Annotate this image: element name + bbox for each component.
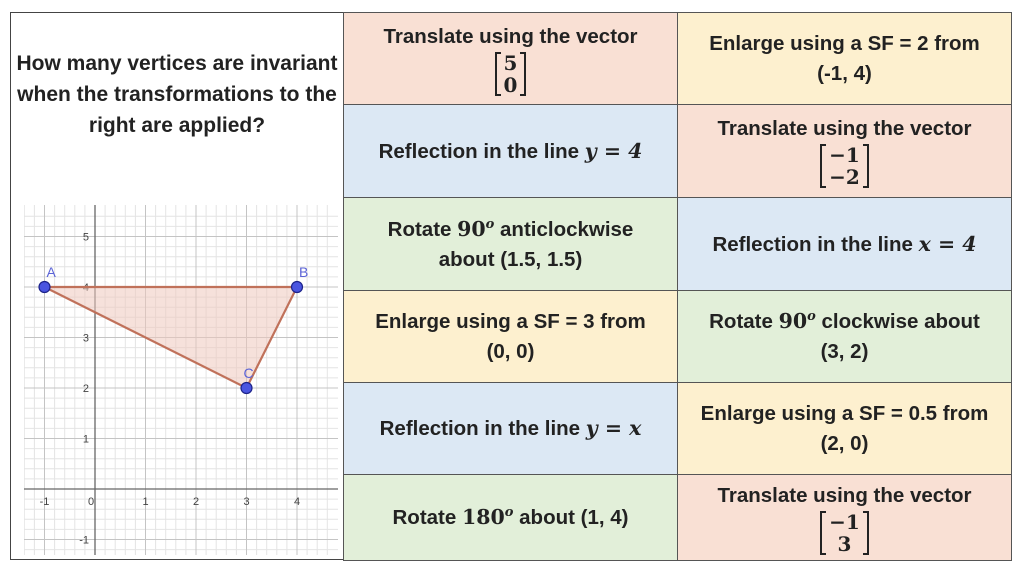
cell-line: Rotate 90o anticlockwise (388, 214, 634, 245)
cell-line2: (-1, 4) (817, 61, 872, 85)
bracket-left (820, 510, 827, 555)
cell-line: Reflection in the line x = 4 (712, 229, 976, 260)
line-equation: x = 4 (918, 231, 977, 256)
vertex-point-b (290, 280, 304, 294)
degree-superscript: o (807, 309, 816, 325)
column-vector: −1 −2 (820, 144, 869, 188)
cell-text-continued: anticlockwise (494, 217, 634, 241)
cell-line: Rotate 180o about (1, 4) (393, 502, 629, 533)
line-equation: y = 4 (584, 138, 643, 163)
vector-bottom: 3 (837, 531, 852, 556)
cell-text: Reflection in the line (712, 232, 919, 256)
cell-text: Translate using the vector (717, 483, 972, 507)
cell-text: Reflection in the line (378, 139, 585, 163)
cell-line-2: (3, 2) (820, 340, 869, 363)
cell-line: Rotate 90o clockwise about (709, 306, 980, 337)
cell-line2: (2, 0) (820, 431, 869, 455)
transformation-cell-10: Enlarge using a SF = 0.5 from (2, 0) (677, 382, 1012, 475)
cell-line2: (0, 0) (486, 339, 535, 363)
transformation-cell-6: Reflection in the line x = 4 (677, 197, 1012, 291)
x-tick-label: 2 (193, 496, 199, 508)
vector-bottom: −2 (829, 165, 860, 189)
y-tick-label: 3 (83, 333, 89, 345)
line-equation: y = x (585, 416, 642, 440)
degree-superscript: o (485, 216, 495, 232)
vector-top: 5 (503, 50, 518, 75)
vector-top: −1 (829, 509, 860, 534)
transformation-cell-4: Translate using the vector −1 −2 (677, 104, 1012, 198)
transformation-cell-8: Rotate 90o clockwise about (3, 2) (677, 290, 1012, 383)
angle-value: 90 (778, 309, 808, 333)
column-vector: −1 3 (820, 510, 869, 555)
vector-top: −1 (829, 143, 860, 167)
transformation-cell-7: Enlarge using a SF = 3 from (0, 0) (343, 290, 678, 383)
y-tick-label: 1 (83, 434, 89, 446)
triangle-abc (44, 285, 299, 390)
bracket-left (494, 51, 501, 96)
cell-text: Reflection in the line (379, 417, 586, 440)
vertex-label-a: A (47, 264, 57, 280)
angle-value: 90 (457, 216, 486, 241)
vector-bottom: 0 (503, 72, 518, 97)
vector-components: −1 −2 (826, 144, 863, 188)
vertex-label-b: B (299, 264, 308, 280)
cell-line1: Enlarge using a SF = 0.5 from (700, 401, 989, 425)
y-tick-label: 5 (83, 232, 89, 244)
transformation-cell-11: Rotate 180o about (1, 4) (343, 474, 678, 561)
y-tick-label: 2 (83, 383, 89, 395)
transformation-cell-2: Enlarge using a SF = 2 from (-1, 4) (677, 12, 1012, 105)
bracket-right (862, 144, 869, 188)
x-tick-label: -1 (40, 496, 50, 508)
transformation-cell-12: Translate using the vector −1 3 (677, 474, 1012, 561)
cell-line: Reflection in the line y = x (380, 413, 642, 444)
vertex-point-a (38, 280, 51, 294)
angle-value: 180 (461, 505, 505, 529)
question-text: How many vertices are invariant when the… (16, 52, 338, 137)
cell-text: Translate using the vector (717, 117, 972, 140)
x-tick-label: 1 (142, 496, 148, 508)
y-tick-label: -1 (79, 535, 89, 547)
bracket-right (862, 510, 869, 555)
cell-text: Rotate (392, 506, 462, 529)
vector-components: −1 3 (826, 511, 863, 555)
vertex-label-c: C (244, 365, 254, 381)
transformation-cell-5: Rotate 90o anticlockwise about (1.5, 1.5) (343, 197, 678, 291)
x-tick-label: 3 (243, 496, 249, 508)
bracket-right (520, 51, 527, 96)
x-tick-label: 0 (88, 496, 94, 508)
cell-text: Translate using the vector (383, 24, 638, 48)
cell-line1: Enlarge using a SF = 3 from (375, 309, 646, 333)
cell-line-2: about (1.5, 1.5) (438, 247, 583, 271)
cell-line: Reflection in the line y = 4 (379, 136, 643, 167)
transformations-table: Translate using the vector 5 0 Enlarge usin… (343, 12, 1012, 561)
transformation-cell-9: Reflection in the line y = x (343, 382, 678, 475)
cell-line1: Enlarge using a SF = 2 from (709, 31, 980, 55)
vertex-point-c (240, 381, 253, 395)
bracket-left (820, 144, 827, 188)
degree-superscript: o (504, 505, 514, 521)
transformation-cell-3: Reflection in the line y = 4 (343, 104, 678, 198)
x-tick-label: 4 (294, 496, 300, 508)
cell-text: Rotate (709, 310, 779, 333)
cell-text-continued: clockwise about (815, 310, 980, 333)
transformation-cell-1: Translate using the vector 5 0 (343, 12, 678, 105)
cell-text-continued: about (1, 4) (513, 506, 629, 529)
cell-text: Rotate (387, 217, 458, 241)
